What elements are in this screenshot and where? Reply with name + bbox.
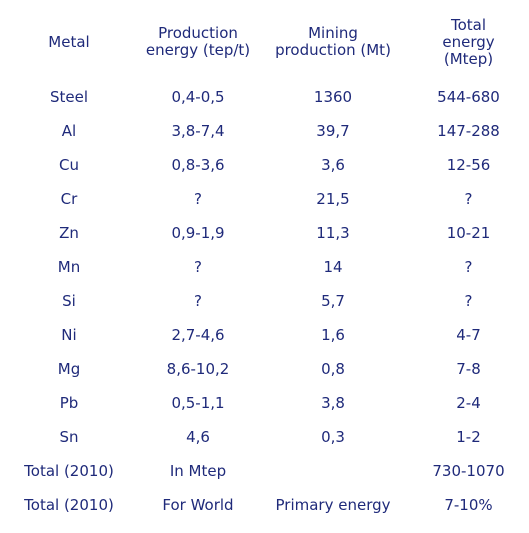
table-row: Mg 8,6-10,2 0,8 7-8 xyxy=(0,352,529,386)
metal-cell: Al xyxy=(61,121,77,140)
production-energy-cell: 0,4-0,5 xyxy=(171,87,225,106)
mining-production-cell: 0,3 xyxy=(321,427,345,446)
total-energy-cell: 1-2 xyxy=(456,427,481,446)
production-energy-cell: 8,6-10,2 xyxy=(166,359,230,378)
total-energy-cell: 12-56 xyxy=(446,155,491,174)
mining-production-cell xyxy=(258,454,408,488)
total-energy-cell: 10-21 xyxy=(446,223,491,242)
metal-cell: Steel xyxy=(49,87,89,106)
production-energy-cell: 0,8-3,6 xyxy=(171,155,225,174)
metal-cell: Mn xyxy=(57,257,81,276)
production-energy-cell: 0,5-1,1 xyxy=(171,393,225,412)
table-row: Sn 4,6 0,3 1-2 xyxy=(0,420,529,454)
metal-cell: Total (2010) xyxy=(24,461,114,480)
mining-production-cell: 1360 xyxy=(313,87,353,106)
mining-production-cell: 21,5 xyxy=(316,189,350,208)
header-total-energy: Total energy (Mtep) xyxy=(442,15,495,68)
table-row: Mn? 14? xyxy=(0,250,529,284)
mining-production-cell: 1,6 xyxy=(321,325,345,344)
mining-production-cell: 5,7 xyxy=(321,291,345,310)
metal-cell: Zn xyxy=(59,223,79,242)
total-energy-cell: ? xyxy=(464,257,473,276)
header-metal: Metal xyxy=(48,32,90,51)
metal-cell: Mg xyxy=(57,359,81,378)
production-energy-cell: In Mtep xyxy=(169,461,227,480)
production-energy-cell: ? xyxy=(194,257,202,276)
total-energy-cell: 2-4 xyxy=(456,393,481,412)
header-mining-production: Mining production (Mt) xyxy=(275,24,391,59)
table-row: Steel 0,4-0,5 1360 544-680 xyxy=(0,80,529,114)
table-body: Steel 0,4-0,5 1360 544-680 Al 3,8-7,4 39,7 147-… xyxy=(0,80,529,522)
total-energy-cell: 4-7 xyxy=(456,325,481,344)
production-energy-cell: For World xyxy=(162,495,234,514)
mining-production-cell: 0,8 xyxy=(321,359,345,378)
total-energy-cell: 730-1070 xyxy=(432,461,505,480)
header-row: Metal Production energy (tep/t) Mining p… xyxy=(0,4,529,80)
production-energy-cell: 2,7-4,6 xyxy=(171,325,225,344)
metal-cell: Si xyxy=(62,291,76,310)
mining-production-cell: 11,3 xyxy=(316,223,350,242)
production-energy-cell: 0,9-1,9 xyxy=(171,223,225,242)
total-energy-cell: 147-288 xyxy=(437,121,500,140)
metal-energy-table: Metal Production energy (tep/t) Mining p… xyxy=(0,4,529,522)
production-energy-cell: ? xyxy=(194,291,202,310)
mining-production-cell: 14 xyxy=(323,257,343,276)
metal-cell: Cr xyxy=(60,189,78,208)
production-energy-cell: 4,6 xyxy=(186,427,210,446)
table-row: Al 3,8-7,4 39,7 147-288 xyxy=(0,114,529,148)
table-row: Si? 5,7? xyxy=(0,284,529,318)
metal-cell: Pb xyxy=(59,393,79,412)
table-row: Cu 0,8-3,6 3,6 12-56 xyxy=(0,148,529,182)
total-energy-cell: 7-10% xyxy=(444,495,493,514)
mining-production-cell: 39,7 xyxy=(316,121,350,140)
table-row: Total (2010) For World Primary energy 7-10% xyxy=(0,488,529,522)
total-energy-cell: ? xyxy=(464,291,473,310)
table-row: Zn 0,9-1,9 11,3 10-21 xyxy=(0,216,529,250)
table-row: Ni 2,7-4,6 1,6 4-7 xyxy=(0,318,529,352)
metal-cell: Cu xyxy=(59,155,79,174)
table-row: Total (2010) In Mtep 730-1070 xyxy=(0,454,529,488)
metal-cell: Total (2010) xyxy=(24,495,114,514)
total-energy-cell: 7-8 xyxy=(456,359,481,378)
production-energy-cell: 3,8-7,4 xyxy=(171,121,225,140)
table-row: Cr? 21,5? xyxy=(0,182,529,216)
mining-production-cell: 3,6 xyxy=(321,155,345,174)
mining-production-cell: Primary energy xyxy=(275,495,391,514)
header-production-energy: Production energy (tep/t) xyxy=(145,24,251,59)
metal-cell: Sn xyxy=(59,427,79,446)
mining-production-cell: 3,8 xyxy=(321,393,345,412)
table-row: Pb 0,5-1,1 3,8 2-4 xyxy=(0,386,529,420)
total-energy-cell: ? xyxy=(464,189,473,208)
total-energy-cell: 544-680 xyxy=(437,87,500,106)
metal-cell: Ni xyxy=(61,325,77,344)
production-energy-cell: ? xyxy=(194,189,202,208)
